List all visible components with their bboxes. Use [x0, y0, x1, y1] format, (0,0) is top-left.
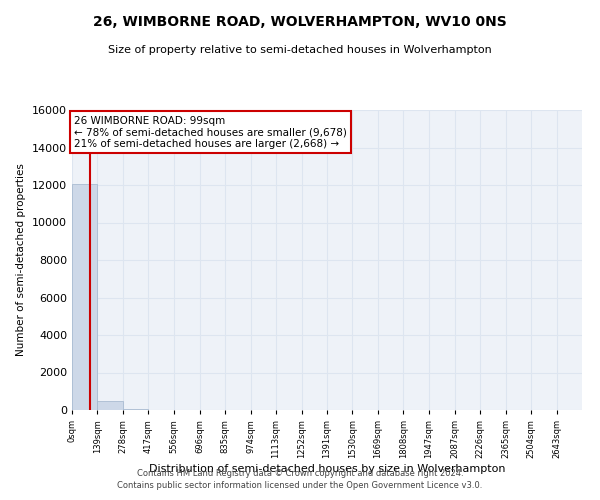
X-axis label: Distribution of semi-detached houses by size in Wolverhampton: Distribution of semi-detached houses by … [149, 464, 505, 473]
Text: Size of property relative to semi-detached houses in Wolverhampton: Size of property relative to semi-detach… [108, 45, 492, 55]
Y-axis label: Number of semi-detached properties: Number of semi-detached properties [16, 164, 26, 356]
Bar [97, 401, 123, 410]
Bar [72, 184, 97, 410]
Text: 26 WIMBORNE ROAD: 99sqm
← 78% of semi-detached houses are smaller (9,678)
21% of: 26 WIMBORNE ROAD: 99sqm ← 78% of semi-de… [74, 116, 347, 149]
Text: Contains HM Land Registry data © Crown copyright and database right 2024.
Contai: Contains HM Land Registry data © Crown c… [118, 468, 482, 490]
Text: 26, WIMBORNE ROAD, WOLVERHAMPTON, WV10 0NS: 26, WIMBORNE ROAD, WOLVERHAMPTON, WV10 0… [93, 15, 507, 29]
